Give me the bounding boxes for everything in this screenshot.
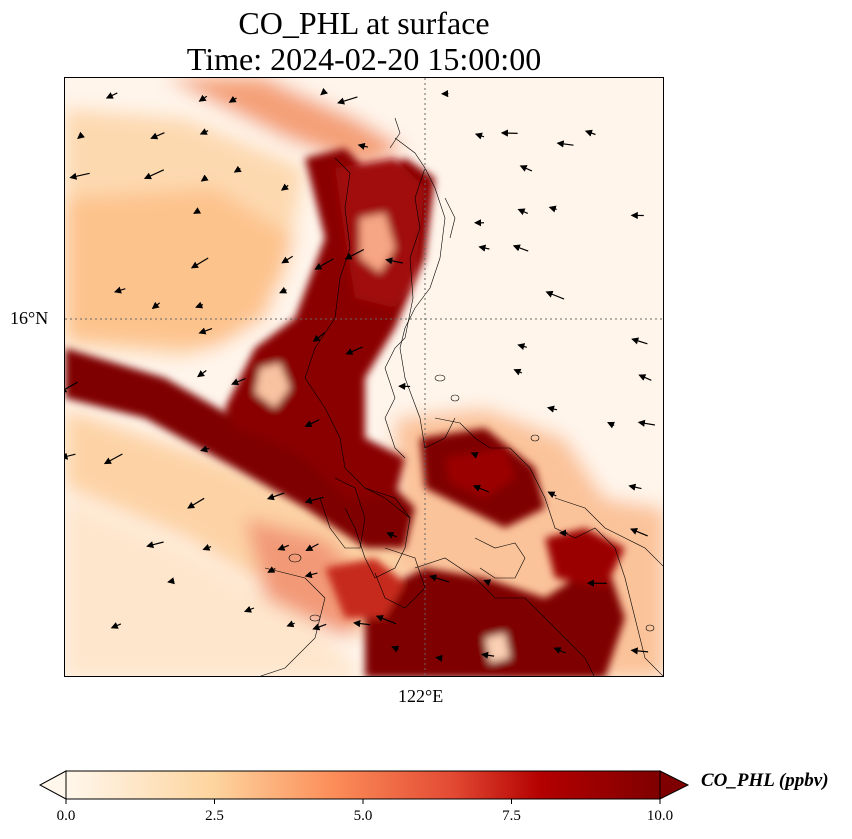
wind-vector	[113, 286, 126, 294]
wind-vector	[513, 368, 523, 376]
wind-vector	[470, 451, 479, 459]
wind-vector	[517, 208, 529, 216]
concentration-field	[65, 78, 663, 676]
wind-vector	[243, 605, 255, 613]
colorbar-extend-min	[38, 770, 67, 800]
wind-vector	[65, 452, 76, 460]
wind-vector	[198, 94, 208, 102]
wind-vectors	[65, 87, 655, 662]
colorbar-extend-max	[659, 770, 690, 800]
wind-vector	[547, 491, 557, 499]
wind-vector	[584, 129, 596, 137]
wind-vector	[304, 496, 324, 504]
wind-vector	[150, 132, 165, 140]
wind-vector	[630, 647, 649, 655]
wind-vector	[637, 419, 655, 427]
wind-vector	[545, 290, 565, 300]
wind-vector	[548, 205, 557, 213]
wind-vector	[195, 301, 204, 309]
wind-vector	[474, 132, 485, 140]
wind-vector	[146, 541, 164, 549]
wind-vector	[353, 620, 371, 628]
latitude-tick-label: 16°N	[10, 308, 49, 328]
coastlines	[260, 117, 663, 676]
wind-vector	[500, 129, 518, 137]
wind-vector	[472, 484, 490, 493]
wind-vector	[638, 374, 652, 381]
wind-vector	[199, 128, 209, 135]
wind-vector	[391, 645, 400, 653]
wind-vector	[228, 95, 237, 103]
wind-vector	[103, 453, 123, 465]
wind-vector	[231, 377, 246, 386]
map-title: CO_PHL at surface	[238, 5, 490, 41]
wind-vector	[312, 623, 327, 631]
wind-vector	[193, 207, 202, 214]
wind-vector	[286, 620, 295, 628]
colorbar-gradient	[65, 770, 661, 800]
wind-vector	[200, 174, 209, 182]
wind-vector	[151, 301, 161, 310]
wind-vector	[190, 257, 209, 269]
colorbar-label: CO_PHL (ppbv)	[701, 770, 829, 791]
wind-vector	[277, 543, 290, 551]
wind-vector	[266, 492, 285, 501]
wind-vector	[167, 577, 175, 585]
wind-vector	[314, 258, 334, 270]
colorbar-tick-2: 5.0	[353, 808, 373, 824]
wind-vector	[386, 531, 398, 539]
wind-vector	[202, 543, 212, 551]
wind-vector	[337, 96, 358, 105]
wind-vector	[233, 165, 242, 173]
wind-vector	[519, 165, 533, 172]
wind-vector	[281, 255, 294, 264]
wind-vector	[312, 332, 326, 343]
wind-vector	[65, 381, 78, 393]
map-timestamp: Time: 2024-02-20 15:00:00	[186, 41, 542, 77]
colorbar-tick-3: 7.5	[502, 808, 521, 824]
wind-vector	[385, 257, 403, 265]
wind-vector	[187, 497, 205, 509]
colorbar-tick-1: 2.5	[205, 808, 224, 824]
wind-vector	[304, 571, 318, 579]
wind-vector	[556, 140, 574, 148]
wind-vector	[480, 651, 495, 659]
wind-vector	[345, 346, 363, 355]
wind-vector	[105, 92, 118, 99]
wind-vector	[628, 483, 642, 491]
wind-vector	[429, 574, 450, 583]
wind-vector	[69, 172, 90, 180]
colorbar-tick-4: 10.0	[646, 808, 674, 824]
wind-vector	[631, 337, 648, 345]
wind-vector	[375, 615, 397, 625]
wind-vector	[198, 327, 213, 335]
wind-vector	[344, 248, 365, 260]
wind-vector	[483, 579, 492, 587]
graticule	[65, 78, 663, 676]
wind-vector	[517, 343, 527, 351]
wind-vector	[629, 528, 648, 537]
wind-vector	[77, 131, 85, 140]
wind-vector	[553, 647, 566, 654]
wind-vector	[279, 286, 288, 294]
colorbar-tick-0: 0.0	[56, 808, 76, 824]
wind-vector	[512, 244, 529, 252]
wind-vector	[304, 419, 320, 427]
wind-vector	[267, 566, 276, 573]
wind-vector	[280, 183, 289, 191]
wind-vector	[435, 654, 443, 662]
map-panel	[64, 77, 664, 677]
wind-vector	[197, 370, 207, 378]
wind-vector	[357, 142, 369, 150]
wind-vector	[200, 445, 210, 453]
wind-vector	[320, 87, 328, 96]
wind-vector	[110, 622, 122, 629]
wind-vector	[143, 169, 165, 180]
wind-vector	[546, 405, 558, 413]
wind-vector	[478, 244, 490, 252]
longitude-tick-label: 122°E	[398, 686, 444, 706]
wind-vector	[607, 421, 616, 429]
wind-vector	[305, 543, 319, 551]
